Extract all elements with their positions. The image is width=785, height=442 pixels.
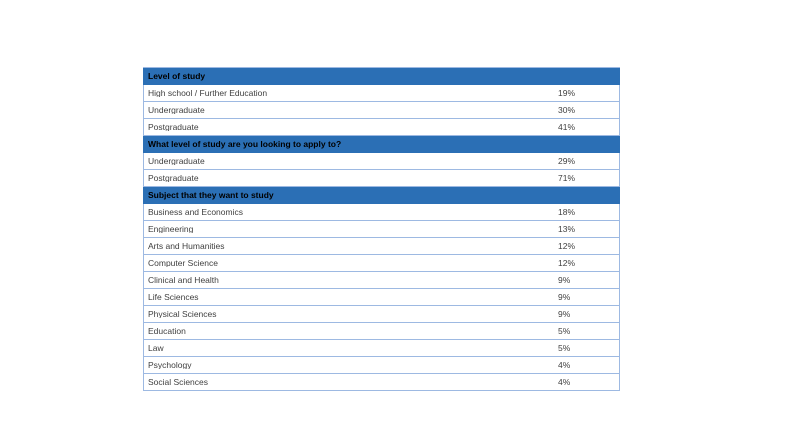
row-label: Arts and Humanities bbox=[148, 241, 225, 251]
section-header: Level of study bbox=[143, 68, 620, 85]
row-label: Engineering bbox=[148, 224, 194, 234]
row-value: 12% bbox=[558, 257, 576, 268]
table-row: High school / Further Education 19% bbox=[144, 85, 619, 102]
row-label: Social Sciences bbox=[148, 377, 209, 387]
table-row: Education 5% bbox=[144, 323, 619, 340]
row-value: 41% bbox=[558, 121, 576, 132]
row-label: Clinical and Health bbox=[148, 275, 219, 285]
table-row: Arts and Humanities 12% bbox=[144, 238, 619, 255]
table-row: Life Sciences 9% bbox=[144, 289, 619, 306]
row-value: 5% bbox=[558, 342, 571, 353]
section-header: Subject that they want to study bbox=[143, 187, 620, 204]
table-row: Undergraduate 30% bbox=[144, 102, 619, 119]
row-value: 18% bbox=[558, 206, 576, 217]
row-label: Education bbox=[148, 326, 186, 336]
section-header-label: Subject that they want to study bbox=[148, 189, 274, 200]
row-value: 29% bbox=[558, 155, 576, 166]
row-value: 9% bbox=[558, 291, 571, 302]
table-row: Undergraduate 29% bbox=[144, 153, 619, 170]
row-value: 5% bbox=[558, 325, 571, 336]
row-value: 30% bbox=[558, 104, 576, 115]
table-row: Clinical and Health 9% bbox=[144, 272, 619, 289]
table-row: Law 5% bbox=[144, 340, 619, 357]
section-header-label: Level of study bbox=[148, 70, 206, 81]
row-label: Computer Science bbox=[148, 258, 218, 268]
row-label: Postgraduate bbox=[148, 122, 199, 132]
row-value: 9% bbox=[558, 308, 571, 319]
row-value: 4% bbox=[558, 359, 571, 370]
row-label: Physical Sciences bbox=[148, 309, 217, 319]
row-value: 19% bbox=[558, 87, 576, 98]
table-row: Engineering 13% bbox=[144, 221, 619, 238]
table-row: Postgraduate 71% bbox=[144, 170, 619, 187]
row-label: Law bbox=[148, 343, 164, 353]
row-value: 13% bbox=[558, 223, 576, 234]
row-label: Business and Economics bbox=[148, 207, 243, 217]
row-label: Postgraduate bbox=[148, 173, 199, 183]
table-row: Social Sciences 4% bbox=[144, 374, 619, 391]
row-value: 71% bbox=[558, 172, 576, 183]
table-row: Business and Economics 18% bbox=[144, 204, 619, 221]
table-row: Physical Sciences 9% bbox=[144, 306, 619, 323]
row-label: Undergraduate bbox=[148, 156, 205, 166]
row-label: Undergraduate bbox=[148, 105, 205, 115]
table-row: Postgraduate 41% bbox=[144, 119, 619, 136]
table-row: Psychology 4% bbox=[144, 357, 619, 374]
row-value: 4% bbox=[558, 376, 571, 387]
table-row: Computer Science 12% bbox=[144, 255, 619, 272]
row-label: High school / Further Education bbox=[148, 88, 268, 98]
row-value: 9% bbox=[558, 274, 571, 285]
row-label: Psychology bbox=[148, 360, 192, 370]
row-value: 12% bbox=[558, 240, 576, 251]
section-header: What level of study are you looking to a… bbox=[143, 136, 620, 153]
row-label: Life Sciences bbox=[148, 292, 199, 302]
survey-table: Level of study High school / Further Educ… bbox=[143, 67, 620, 391]
section-header-label: What level of study are you looking to a… bbox=[148, 138, 342, 149]
